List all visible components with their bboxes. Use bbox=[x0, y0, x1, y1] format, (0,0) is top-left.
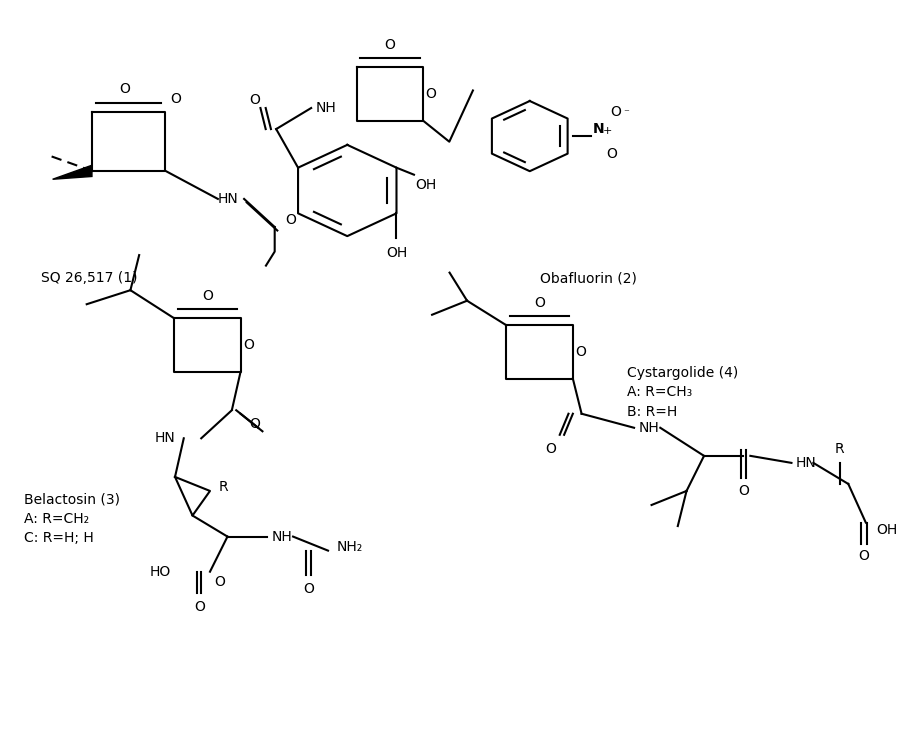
Polygon shape bbox=[52, 165, 92, 179]
Text: OH: OH bbox=[877, 523, 898, 537]
Text: O: O bbox=[202, 289, 213, 303]
Text: NH₂: NH₂ bbox=[337, 540, 363, 554]
Text: +: + bbox=[602, 126, 612, 136]
Text: N: N bbox=[593, 122, 604, 136]
Text: O: O bbox=[737, 484, 748, 498]
Text: OH: OH bbox=[415, 178, 437, 193]
Text: OH: OH bbox=[386, 246, 407, 261]
Text: HN: HN bbox=[155, 431, 175, 445]
Text: O: O bbox=[249, 417, 260, 431]
Text: O: O bbox=[384, 38, 395, 52]
Text: O: O bbox=[249, 93, 260, 107]
Text: R: R bbox=[219, 480, 229, 494]
Text: Obafluorin (2): Obafluorin (2) bbox=[540, 272, 637, 285]
Text: O: O bbox=[170, 92, 180, 106]
Text: O: O bbox=[119, 83, 130, 97]
Text: Belactosin (3)
A: R=CH₂
C: R=H; H: Belactosin (3) A: R=CH₂ C: R=H; H bbox=[24, 493, 120, 545]
Text: SQ 26,517 (1): SQ 26,517 (1) bbox=[41, 272, 138, 285]
Text: O: O bbox=[285, 213, 296, 227]
Text: O: O bbox=[243, 338, 254, 352]
Text: R: R bbox=[834, 442, 845, 456]
Text: O: O bbox=[425, 87, 436, 101]
Text: O: O bbox=[858, 549, 869, 563]
Text: HN: HN bbox=[218, 192, 239, 206]
Text: O: O bbox=[607, 146, 618, 160]
Text: NH: NH bbox=[316, 101, 337, 115]
Text: O: O bbox=[304, 582, 314, 597]
Text: O: O bbox=[545, 442, 556, 456]
Text: O: O bbox=[610, 105, 621, 119]
Text: O: O bbox=[534, 296, 545, 310]
Text: Cystargolide (4)
A: R=CH₃
B: R=H: Cystargolide (4) A: R=CH₃ B: R=H bbox=[627, 366, 738, 419]
Text: HO: HO bbox=[149, 564, 170, 579]
Text: O: O bbox=[194, 600, 205, 613]
Text: NH: NH bbox=[639, 421, 659, 435]
Text: HN: HN bbox=[796, 456, 816, 470]
Text: NH: NH bbox=[271, 529, 292, 544]
Text: ⁻: ⁻ bbox=[623, 108, 630, 119]
Text: O: O bbox=[214, 575, 225, 589]
Text: O: O bbox=[576, 345, 587, 359]
